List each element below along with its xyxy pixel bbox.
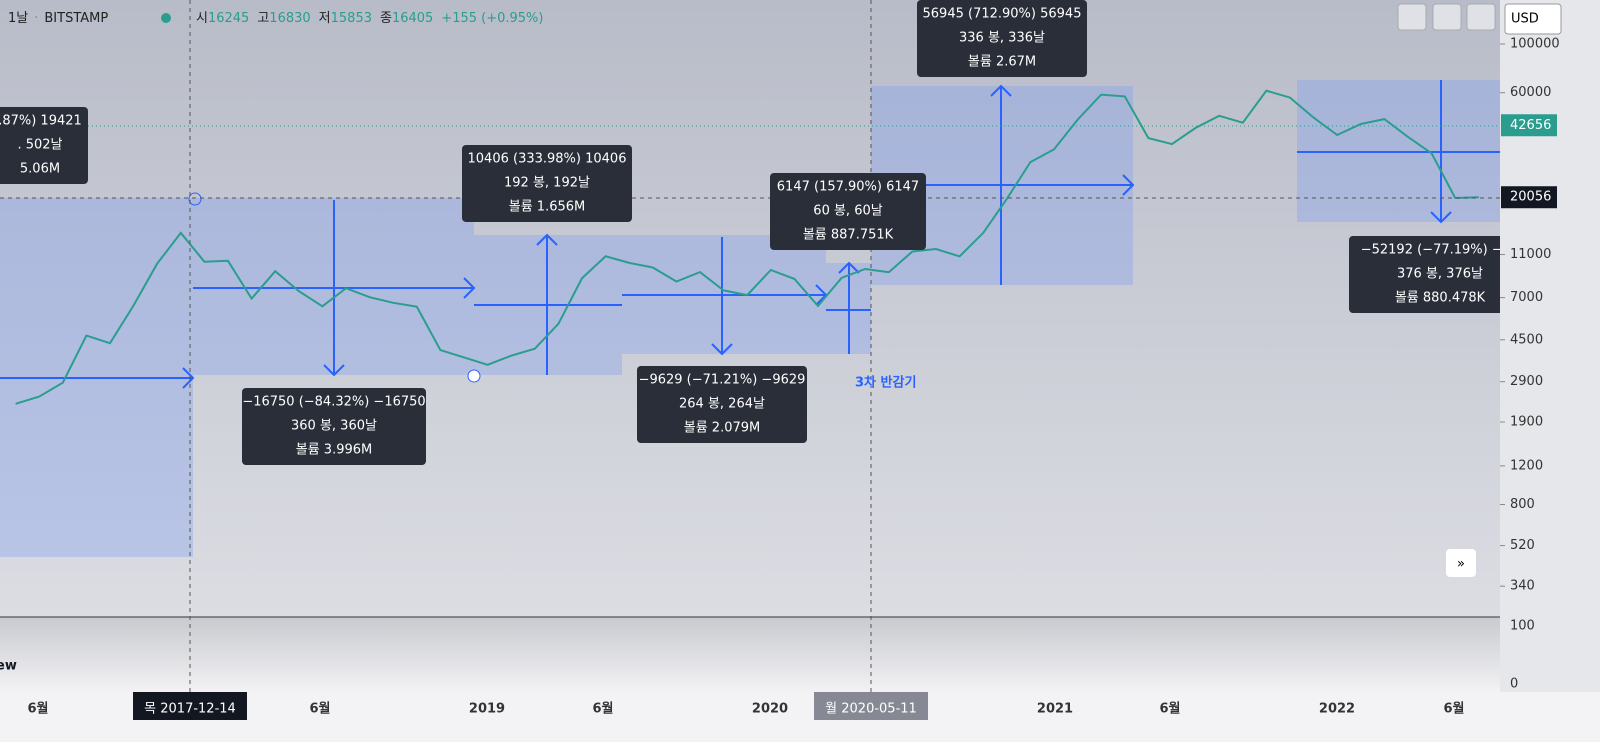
y-tick-label: 2900: [1510, 374, 1543, 389]
ohlc-value: 16830: [269, 11, 310, 26]
annotation: 3차 반감기: [855, 375, 916, 391]
tooltip-line: 6147 (157.90%) 6147: [777, 180, 919, 195]
arrow: [826, 261, 871, 354]
button[interactable]: [1397, 3, 1427, 31]
y-tick-label: 60000: [1510, 85, 1551, 100]
time-highlight: [133, 692, 247, 720]
tooltip-line: 360 봉, 360날: [291, 419, 377, 434]
ohlc: 시16245 고16830 저15853 종16405 +155 (+0.95%): [196, 11, 543, 26]
tooltip-line: 볼륨 880.478K: [1395, 291, 1486, 306]
time-label: 목 2017-12-14: [144, 702, 236, 717]
tooltip-line: 볼륨 1.656M: [509, 200, 586, 215]
tooltip-line: 192 봉, 192날: [504, 176, 590, 191]
time-label: 2022: [1319, 702, 1355, 717]
time-label: 6월: [1443, 701, 1464, 717]
price-tag: [1501, 186, 1557, 209]
status-dot: [161, 13, 171, 23]
ohlc-label: 시: [196, 11, 208, 26]
tooltip: [770, 173, 926, 250]
pane-tick-label: 0: [1510, 677, 1518, 692]
price-tag-label: 42656: [1510, 118, 1551, 133]
button[interactable]: [1432, 3, 1462, 31]
exchange: BITSTAMP: [44, 11, 108, 26]
arrow: [871, 84, 1135, 285]
ohlc-value: 16245: [208, 11, 249, 26]
time-label: 월 2020-05-11: [825, 702, 917, 717]
tooltip-line: 볼륨 2.079M: [684, 421, 761, 436]
tooltip: [0, 107, 88, 184]
tooltip-line: 5.06M: [20, 162, 60, 177]
time-label: 2019: [469, 702, 505, 717]
toolbar: USD »: [1397, 3, 1562, 577]
tooltip-line: 376 봉, 376날: [1397, 267, 1483, 282]
y-tick-label: 11000: [1510, 247, 1551, 262]
price-tag-label: 20056: [1510, 190, 1551, 205]
anchor: [467, 369, 481, 383]
button[interactable]: [1466, 3, 1496, 31]
y-tick-label: 520: [1510, 538, 1535, 553]
time-label: 6월: [592, 701, 613, 717]
tooltip-line: −9629 (−71.21%) −9629: [639, 373, 806, 388]
price-tag: [1501, 114, 1557, 137]
price-series: [15, 89, 1479, 405]
pane-tick-label: 100: [1510, 619, 1535, 634]
arrow: [193, 200, 476, 377]
ohlc-value: 15853: [331, 11, 372, 26]
tooltip-line: 264 봉, 264날: [679, 397, 765, 412]
arrow: [474, 233, 622, 375]
currency-select[interactable]: [1504, 3, 1562, 35]
ohlc-value: 16405: [392, 11, 433, 26]
y-tick-label: 1900: [1510, 415, 1543, 430]
time-label: 6월: [309, 701, 330, 717]
y-tick-label: 1200: [1510, 458, 1543, 473]
y-tick-label: 100000: [1510, 36, 1560, 51]
ohlc-label: 저: [319, 11, 331, 26]
tooltip-line: −16750 (−84.32%) −16750: [242, 395, 425, 410]
time-highlight: [814, 692, 928, 720]
tooltip-line: −52192 (−77.19%) −52: [1361, 243, 1520, 258]
tooltip-line: . 502날: [17, 138, 62, 153]
tooltip-line: 60 봉, 60날: [813, 204, 882, 219]
tooltip-line: 10406 (333.98%) 10406: [468, 152, 627, 167]
ohlc-label: 종: [380, 11, 392, 26]
y-tick-label: 7000: [1510, 290, 1543, 305]
interval: 1날: [8, 11, 28, 26]
tooltip-line: 336 봉, 336날: [959, 31, 1045, 46]
scroll-icon: »: [1457, 557, 1465, 572]
tooltip: [462, 145, 632, 222]
tooltip: [1349, 236, 1500, 313]
scroll-button[interactable]: [1446, 549, 1476, 577]
anchor: [188, 192, 202, 206]
time-axis: [0, 692, 1600, 742]
tooltip-line: 볼륨 2.67M: [968, 55, 1036, 70]
time-label: 2021: [1037, 702, 1073, 717]
price-line: [15, 89, 1479, 405]
logo: ew: [0, 659, 17, 674]
tooltip-line: .87%) 19421: [0, 114, 82, 129]
tooltip: [637, 366, 807, 443]
time-label: 6월: [27, 701, 48, 717]
arrow: [0, 367, 195, 389]
y-tick-label: 340: [1510, 579, 1535, 594]
price-pane: [0, 0, 1500, 617]
symbol-info: 1날 · BITSTAMP: [8, 11, 108, 26]
y-tick-label: 800: [1510, 497, 1535, 512]
time-label: 6월: [1159, 701, 1180, 717]
tooltip-line: 볼륨 887.751K: [803, 228, 894, 243]
measure-tooltips: .87%) 19421 . 502날 5.06M 10406 (333.98%) 10…: [0, 0, 1520, 465]
tooltip-line: 볼륨 3.996M: [296, 443, 373, 458]
y-tick-label: 4500: [1510, 332, 1543, 347]
tooltip: [917, 0, 1087, 77]
lower-pane: [0, 617, 1500, 692]
currency: USD: [1511, 12, 1539, 27]
tooltip: [242, 388, 426, 465]
time-label: 2020: [752, 702, 788, 717]
ohlc-label: 고: [257, 11, 269, 26]
tooltip-line: 56945 (712.90%) 56945: [923, 7, 1082, 22]
change: +155 (+0.95%): [441, 11, 543, 26]
